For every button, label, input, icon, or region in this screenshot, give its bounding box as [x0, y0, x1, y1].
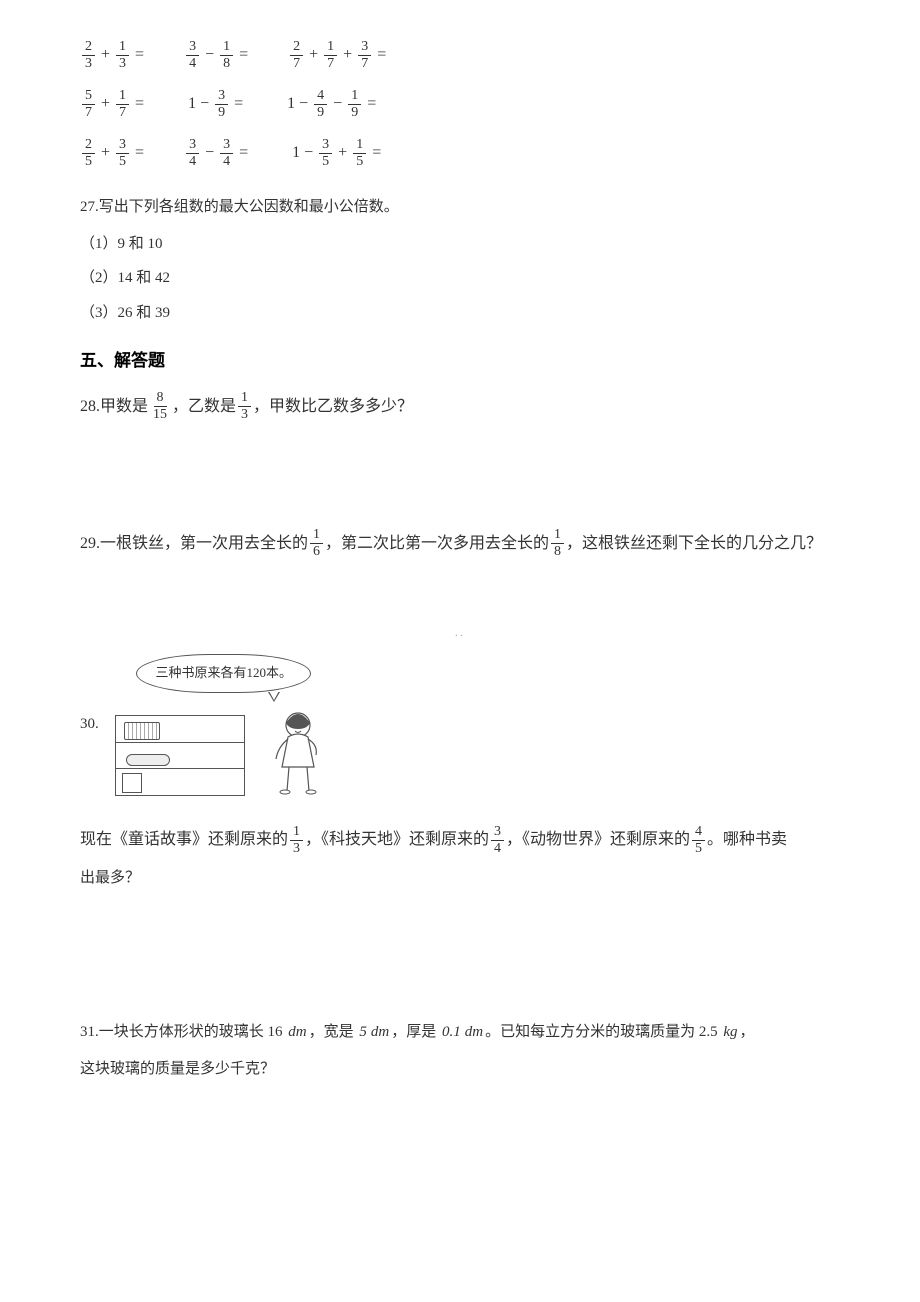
q30-frac3: 45 [692, 825, 705, 856]
q27-item-3: （3）26 和 39 [80, 299, 840, 328]
q30-frac2: 34 [491, 825, 504, 856]
q28-frac2: 13 [238, 391, 251, 422]
speech-bubble: 三种书原来各有120本。 [136, 654, 311, 693]
q27-prefix: 27. [80, 199, 99, 215]
math-expression: 34 − 18 = [184, 40, 252, 71]
q30-line1: 现在《童话故事》还剩原来的 13 ，《科技天地》还剩原来的 34 ，《动物世界》… [80, 825, 840, 856]
q31-t2: ，宽是 [309, 1024, 358, 1040]
q31-t3: ，厚是 [391, 1024, 440, 1040]
q27-text: 写出下列各组数的最大公因数和最小公倍数。 [99, 199, 399, 215]
fraction: 57 [82, 89, 95, 120]
fraction: 35 [116, 138, 129, 169]
q30-post: 。哪种书卖 [707, 825, 787, 855]
q31-t4: 。已知每立方分米的玻璃质量为 2.5 [485, 1024, 721, 1040]
math-expression: 34 − 34 = [184, 138, 252, 169]
fraction: 37 [358, 40, 371, 71]
answer-space [80, 900, 840, 1010]
q28-pre: 甲数是 [100, 392, 148, 422]
fraction: 23 [82, 40, 95, 71]
value-0-1: 0.1 [442, 1024, 461, 1040]
scene [115, 705, 333, 795]
q29-frac1: 16 [310, 528, 323, 559]
fraction: 13 [116, 40, 129, 71]
q30-prefix: 30. [80, 710, 99, 739]
unit-dm: dm [371, 1024, 389, 1040]
fraction: 17 [116, 89, 129, 120]
section-5-heading: 五、解答题 [80, 345, 840, 377]
fraction: 39 [215, 89, 228, 120]
q28-mid: ，乙数是 [172, 392, 236, 422]
math-expression: 23 + 13 = [80, 40, 148, 71]
math-expression: 1 − 35 + 15 = [288, 138, 385, 169]
unit-dm: dm [288, 1024, 306, 1040]
q30-mid1: ，《科技天地》还剩原来的 [305, 825, 489, 855]
fraction: 19 [348, 89, 361, 120]
answer-space [80, 430, 840, 520]
q29-mid: ，第二次比第一次多用去全长的 [325, 529, 549, 559]
q27: 27.写出下列各组数的最大公因数和最小公倍数。 [80, 193, 840, 222]
arithmetic-block: 23 + 13 = 34 − 18 = 27 + 17 + 37 = 57 + 17 … [80, 40, 840, 169]
fraction: 49 [314, 89, 327, 120]
math-expression: 1 − 39 = [184, 89, 247, 120]
q29-pre: 一根铁丝，第一次用去全长的 [100, 529, 308, 559]
fraction: 34 [186, 138, 199, 169]
q31-t1: 一块长方体形状的玻璃长 16 [99, 1024, 287, 1040]
fraction: 15 [353, 138, 366, 169]
fraction: 34 [220, 138, 233, 169]
q30-figure: 三种书原来各有120本。 [115, 654, 333, 795]
q27-item-2: （2）14 和 42 [80, 264, 840, 293]
q27-item-1: （1）9 和 10 [80, 230, 840, 259]
q31-t5: ， [740, 1024, 755, 1040]
q29-frac2: 18 [551, 528, 564, 559]
fraction: 27 [290, 40, 303, 71]
q29-prefix: 29. [80, 529, 100, 559]
fraction: 18 [220, 40, 233, 71]
q29: 29. 一根铁丝，第一次用去全长的 16 ，第二次比第一次多用去全长的 18 ，… [80, 528, 840, 559]
q28-frac1: 815 [150, 391, 170, 422]
math-expression: 27 + 17 + 37 = [288, 40, 390, 71]
fraction: 25 [82, 138, 95, 169]
page: 23 + 13 = 34 − 18 = 27 + 17 + 37 = 57 + 17 … [0, 0, 920, 1151]
q30-line2: 出最多？ [80, 864, 840, 893]
math-row: 25 + 35 = 34 − 34 = 1 − 35 + 15 = [80, 138, 840, 169]
q31-line1: 31.一块长方体形状的玻璃长 16 dm，宽是 5dm，厚是 0.1dm。已知每… [80, 1018, 840, 1047]
math-expression: 1 − 49 − 19 = [283, 89, 380, 120]
page-marker: ·· [80, 627, 840, 646]
math-expression: 57 + 17 = [80, 89, 148, 120]
q28: 28. 甲数是 815 ，乙数是 13 ，甲数比乙数多多少？ [80, 391, 840, 422]
q30-pre: 现在《童话故事》还剩原来的 [80, 825, 288, 855]
unit-kg: kg [723, 1024, 737, 1040]
math-row: 23 + 13 = 34 − 18 = 27 + 17 + 37 = [80, 40, 840, 71]
answer-space [80, 567, 840, 623]
bookshelf-icon [115, 715, 245, 795]
q29-post: ，这根铁丝还剩下全长的几分之几？ [566, 529, 822, 559]
q28-prefix: 28. [80, 392, 100, 422]
fraction: 34 [186, 40, 199, 71]
math-expression: 25 + 35 = [80, 138, 148, 169]
q30-mid2: ，《动物世界》还剩原来的 [506, 825, 690, 855]
fraction: 17 [324, 40, 337, 71]
q30-frac1: 13 [290, 825, 303, 856]
girl-icon [263, 705, 333, 795]
unit-dm: dm [465, 1024, 483, 1040]
q31-prefix: 31. [80, 1024, 99, 1040]
q31-line2: 这块玻璃的质量是多少千克？ [80, 1055, 840, 1084]
fraction: 35 [319, 138, 332, 169]
value-5: 5 [359, 1024, 367, 1040]
math-row: 57 + 17 = 1 − 39 = 1 − 49 − 19 = [80, 89, 840, 120]
q28-post: ，甲数比乙数多多少？ [253, 392, 413, 422]
q30-illustration: 30. 三种书原来各有120本。 [80, 654, 840, 795]
